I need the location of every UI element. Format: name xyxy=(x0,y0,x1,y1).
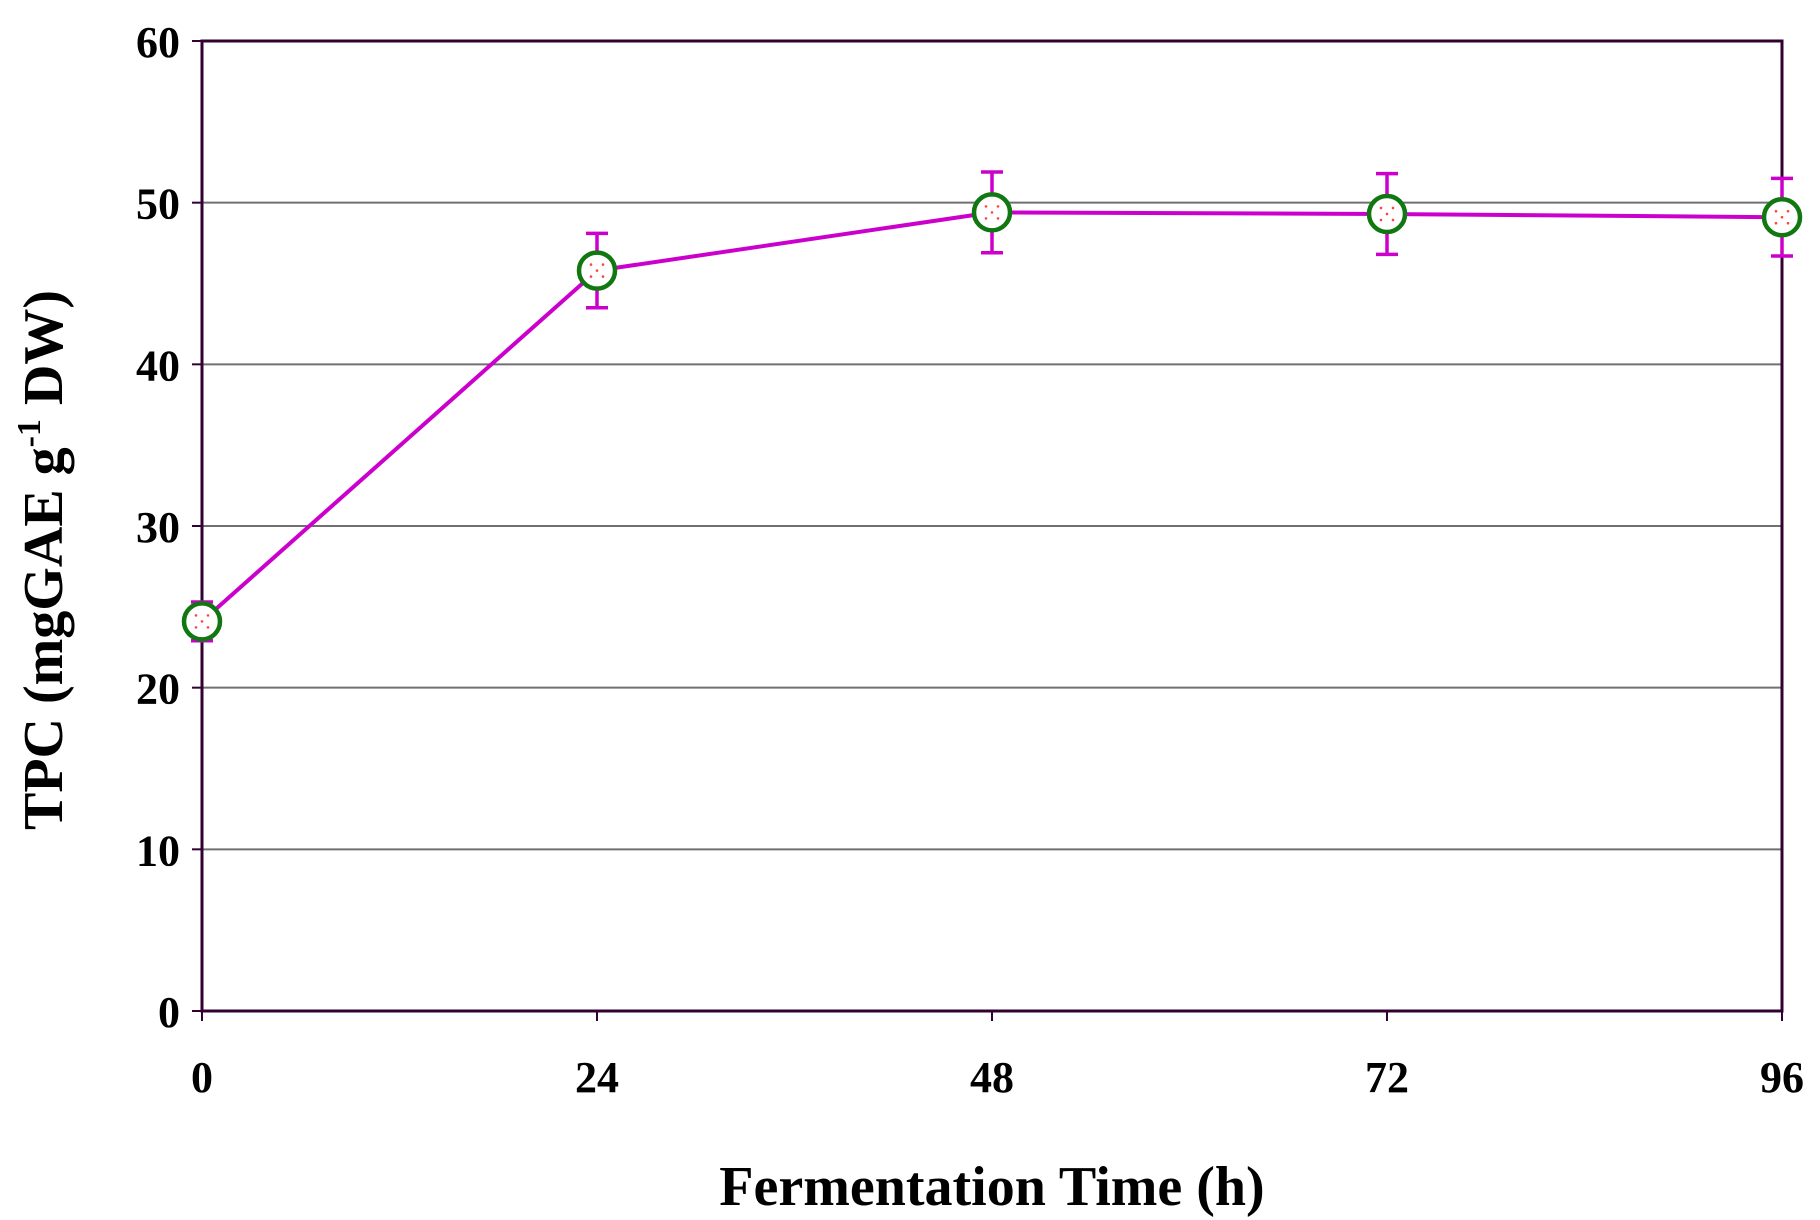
marker-dot xyxy=(996,217,1000,220)
marker-dot xyxy=(589,275,593,278)
x-tick-label: 48 xyxy=(970,1053,1014,1102)
marker-dot xyxy=(601,263,605,266)
marker-dot xyxy=(200,620,204,623)
y-tick-label: 10 xyxy=(136,826,180,875)
marker-dot xyxy=(601,275,605,278)
marker-dot xyxy=(1780,215,1784,219)
marker-dot xyxy=(1774,221,1778,225)
marker-dot xyxy=(1774,209,1778,213)
grid-lines xyxy=(202,201,1782,851)
marker-dot xyxy=(595,269,599,272)
y-tick-label: 20 xyxy=(136,665,180,714)
marker-dot xyxy=(1391,218,1395,222)
marker-dot xyxy=(990,211,994,214)
x-tick-label: 0 xyxy=(191,1053,213,1102)
y-tick-label: 30 xyxy=(136,503,180,552)
marker-dot xyxy=(206,614,210,617)
marker-dot xyxy=(1786,209,1790,213)
marker-dot xyxy=(1391,206,1395,210)
y-axis-label: TPC (mgGAE g-1 DW) xyxy=(11,290,75,830)
marker-dot xyxy=(984,217,988,220)
marker-dot xyxy=(589,263,593,266)
y-tick-label: 50 xyxy=(136,180,180,229)
marker-dot xyxy=(206,626,210,629)
marker-dot xyxy=(1385,212,1389,216)
y-tick-label: 40 xyxy=(136,341,180,390)
marker-dot xyxy=(194,614,198,617)
marker-dot xyxy=(194,626,198,629)
x-axis: 0 24 48 72 96 xyxy=(191,1011,1804,1102)
y-tick-label: 0 xyxy=(158,988,180,1037)
y-tick-label: 60 xyxy=(136,18,180,67)
series-tpc xyxy=(181,170,1803,643)
x-tick-label: 72 xyxy=(1365,1053,1409,1102)
marker-dot xyxy=(1379,218,1383,222)
x-tick-label: 96 xyxy=(1760,1053,1804,1102)
series-line xyxy=(200,210,1783,623)
x-tick-label: 24 xyxy=(575,1053,619,1102)
marker-dot xyxy=(984,205,988,208)
marker-dot xyxy=(996,205,1000,208)
x-axis-label: Fermentation Time (h) xyxy=(719,1156,1264,1218)
marker-dot xyxy=(1786,221,1790,225)
marker-dot xyxy=(1379,206,1383,210)
y-axis: 0 10 20 30 40 50 60 xyxy=(136,18,202,1037)
